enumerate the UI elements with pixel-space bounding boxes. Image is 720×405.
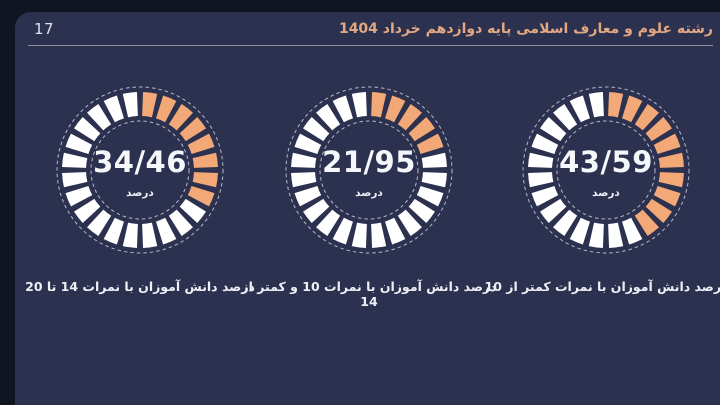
- gauge-unit-label: درصد: [355, 187, 383, 199]
- gauge-scores-14-to-20: 34/46 درصد: [55, 85, 225, 255]
- page-number: 17: [34, 20, 55, 38]
- donut-gauge-icon: [522, 86, 690, 254]
- gauge-scores-below-10: 43/59 درصد: [521, 85, 691, 255]
- gauge-unit-label: درصد: [126, 187, 154, 199]
- gauge-caption: درصد دانش آموزان با نمرات 14 تا 20: [25, 279, 255, 294]
- gauge-caption: درصد دانش آموزان با نمرات کمتر از 10: [484, 279, 720, 294]
- gauge-value: 34/46: [93, 145, 187, 179]
- slide-title: رشته علوم و معارف اسلامی پایه دوازدهم خر…: [338, 21, 713, 37]
- content-panel: 17 رشته علوم و معارف اسلامی پایه دوازدهم…: [15, 12, 720, 405]
- header-divider: [28, 45, 713, 46]
- gauge-unit-label: درصد: [592, 187, 620, 199]
- donut-gauge-icon: [56, 86, 224, 254]
- gauge-caption: درصد دانش آموزان با نمرات 10 و کمتر از 1…: [241, 279, 497, 309]
- donut-gauge-icon: [285, 86, 453, 254]
- gauge-value: 21/95: [322, 145, 416, 179]
- gauge-value: 43/59: [559, 145, 653, 179]
- gauge-scores-10-to-14: 21/95 درصد: [284, 85, 454, 255]
